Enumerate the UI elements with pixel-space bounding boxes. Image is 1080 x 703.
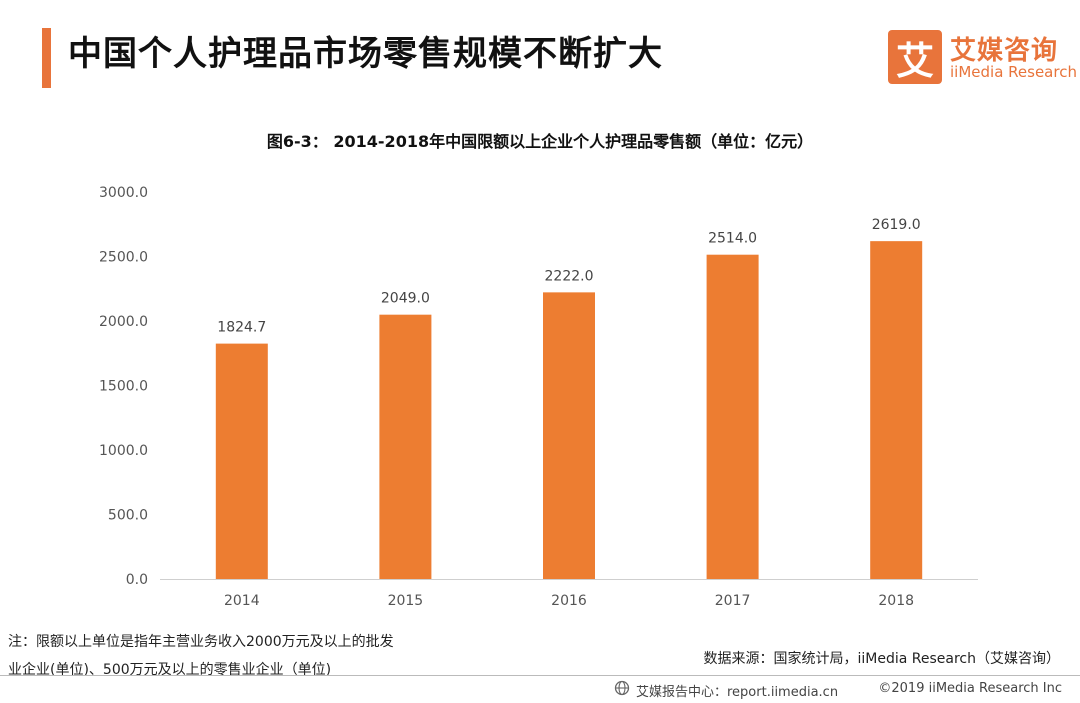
brand-mark: 艾 [888, 30, 942, 84]
y-tick-label: 3000.0 [99, 185, 148, 201]
bar [215, 343, 268, 579]
footnote-line-1: 注：限额以上单位是指年主营业务收入2000万元及以上的批发 [8, 634, 394, 650]
brand-name-cn: 艾媒咨询 [950, 36, 1059, 66]
footer-divider [0, 675, 1080, 676]
page-title: 中国个人护理品市场零售规模不断扩大 [68, 34, 663, 74]
data-source: 数据来源：国家统计局，iiMedia Research（艾媒咨询） [703, 651, 1061, 667]
chart-title: 图6-3： 2014-2018年中国限额以上企业个人护理品零售额（单位：亿元） [266, 132, 814, 151]
bar-chart: 0.0 500.0 1000.0 1500.0 2000.0 2500.0 3000.0 18… [99, 185, 978, 609]
x-tick-label: 2017 [715, 593, 751, 609]
y-tick-label: 2000.0 [99, 314, 148, 330]
globe-icon [614, 680, 630, 696]
y-tick-label: 2500.0 [99, 250, 148, 266]
title-accent-bar [42, 28, 51, 88]
data-label: 1824.7 [217, 320, 266, 336]
data-label: 2049.0 [381, 291, 430, 307]
footer: 艾媒报告中心：report.iimedia.cn ©2019 iiMedia R… [0, 679, 1080, 701]
x-tick-label: 2015 [388, 593, 424, 609]
y-tick-label: 500.0 [108, 508, 148, 524]
bar [870, 241, 923, 580]
x-tick-label: 2018 [878, 593, 914, 609]
x-tick-label: 2016 [551, 593, 587, 609]
footnote: 注：限额以上单位是指年主营业务收入2000万元及以上的批发 业企业(单位)、50… [8, 628, 394, 684]
bar [379, 314, 432, 579]
brand-logo: 艾 艾媒咨询 iiMedia Research [888, 30, 1077, 84]
data-label: 2619.0 [872, 217, 921, 233]
copyright: ©2019 iiMedia Research Inc [878, 681, 1062, 696]
footnote-line-2: 业企业(单位)、500万元及以上的零售业企业（单位) [8, 662, 332, 678]
data-label: 2222.0 [545, 268, 594, 284]
y-tick-label: 1000.0 [99, 443, 148, 459]
y-tick-label: 0.0 [126, 572, 148, 588]
x-tick-label: 2014 [224, 593, 260, 609]
report-center-link[interactable]: 艾媒报告中心：report.iimedia.cn [636, 685, 839, 700]
bar [543, 292, 595, 579]
data-label: 2514.0 [708, 231, 757, 247]
brand-name-en: iiMedia Research [950, 63, 1077, 81]
y-tick-label: 1500.0 [99, 379, 148, 395]
bar [706, 254, 759, 579]
